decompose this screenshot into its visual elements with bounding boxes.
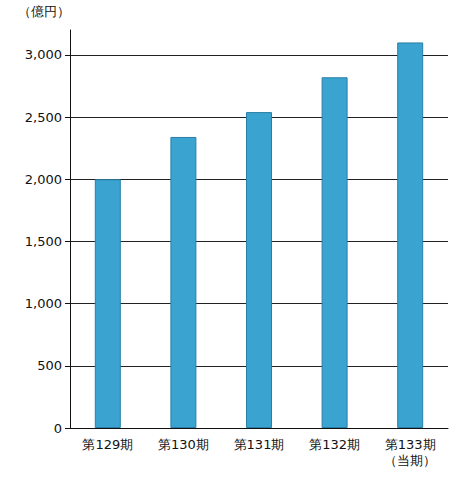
svg-text:0: 0 bbox=[54, 421, 62, 436]
svg-text:第129期: 第129期 bbox=[82, 437, 133, 452]
svg-text:2,500: 2,500 bbox=[25, 110, 62, 125]
svg-text:3,000: 3,000 bbox=[25, 47, 62, 62]
svg-text:第133期: 第133期 bbox=[385, 437, 436, 452]
svg-text:1,500: 1,500 bbox=[25, 234, 62, 249]
svg-text:第130期: 第130期 bbox=[158, 437, 209, 452]
svg-text:第131期: 第131期 bbox=[234, 437, 285, 452]
svg-text:（当期）: （当期） bbox=[384, 453, 436, 468]
svg-text:第132期: 第132期 bbox=[309, 437, 360, 452]
svg-text:（億円）: （億円） bbox=[18, 4, 70, 19]
svg-text:1,000: 1,000 bbox=[25, 296, 62, 311]
svg-text:500: 500 bbox=[37, 358, 62, 373]
svg-text:2,000: 2,000 bbox=[25, 172, 62, 187]
